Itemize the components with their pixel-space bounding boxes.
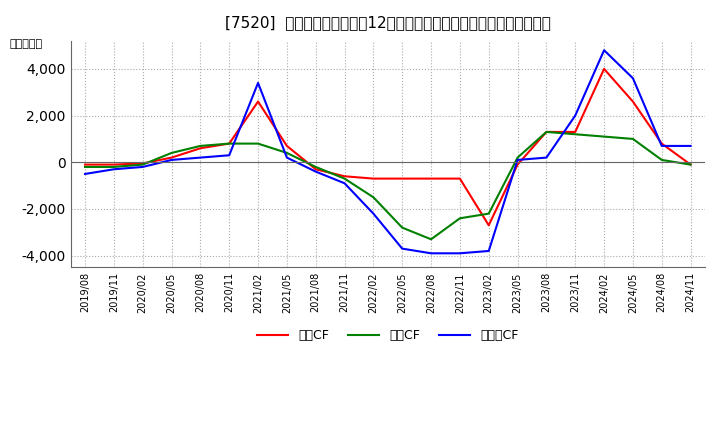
営業CF [369, 176, 378, 181]
投資CF [109, 164, 118, 169]
フリーCF [369, 211, 378, 216]
営業CF [138, 161, 147, 166]
投資CF [629, 136, 637, 142]
投資CF [427, 237, 436, 242]
営業CF [282, 143, 291, 149]
投資CF [341, 176, 349, 181]
フリーCF [600, 48, 608, 53]
営業CF [341, 174, 349, 179]
Line: フリーCF: フリーCF [85, 50, 690, 253]
Legend: 営業CF, 投資CF, フリーCF: 営業CF, 投資CF, フリーCF [252, 324, 523, 347]
営業CF [398, 176, 407, 181]
Y-axis label: （百万円）: （百万円） [9, 39, 42, 49]
フリーCF [196, 155, 204, 160]
営業CF [225, 141, 233, 146]
営業CF [629, 99, 637, 104]
フリーCF [657, 143, 666, 149]
フリーCF [81, 171, 89, 176]
投資CF [138, 162, 147, 167]
フリーCF [312, 169, 320, 174]
フリーCF [427, 251, 436, 256]
投資CF [253, 141, 262, 146]
営業CF [600, 66, 608, 72]
フリーCF [167, 157, 176, 162]
フリーCF [542, 155, 551, 160]
営業CF [456, 176, 464, 181]
投資CF [456, 216, 464, 221]
営業CF [312, 167, 320, 172]
営業CF [167, 155, 176, 160]
営業CF [253, 99, 262, 104]
営業CF [81, 162, 89, 167]
営業CF [657, 141, 666, 146]
営業CF [542, 129, 551, 135]
フリーCF [456, 251, 464, 256]
投資CF [485, 211, 493, 216]
投資CF [167, 150, 176, 156]
投資CF [686, 162, 695, 167]
フリーCF [629, 76, 637, 81]
フリーCF [571, 113, 580, 118]
フリーCF [341, 181, 349, 186]
Line: 営業CF: 営業CF [85, 69, 690, 225]
投資CF [398, 225, 407, 230]
投資CF [369, 194, 378, 200]
Line: 投資CF: 投資CF [85, 132, 690, 239]
フリーCF [282, 155, 291, 160]
営業CF [571, 129, 580, 135]
投資CF [81, 164, 89, 169]
フリーCF [253, 80, 262, 85]
フリーCF [225, 153, 233, 158]
営業CF [196, 146, 204, 151]
投資CF [513, 155, 522, 160]
営業CF [513, 162, 522, 167]
フリーCF [485, 248, 493, 253]
営業CF [485, 223, 493, 228]
投資CF [571, 132, 580, 137]
投資CF [225, 141, 233, 146]
投資CF [196, 143, 204, 149]
投資CF [282, 150, 291, 156]
営業CF [109, 162, 118, 167]
フリーCF [513, 157, 522, 162]
Title: [7520]  キャッシュフローの12か月移動合計の対前年同期増減額の推移: [7520] キャッシュフローの12か月移動合計の対前年同期増減額の推移 [225, 15, 551, 30]
営業CF [686, 162, 695, 167]
投資CF [312, 164, 320, 169]
フリーCF [686, 143, 695, 149]
フリーCF [398, 246, 407, 251]
フリーCF [109, 167, 118, 172]
投資CF [657, 157, 666, 162]
営業CF [427, 176, 436, 181]
フリーCF [138, 164, 147, 169]
投資CF [542, 129, 551, 135]
投資CF [600, 134, 608, 139]
